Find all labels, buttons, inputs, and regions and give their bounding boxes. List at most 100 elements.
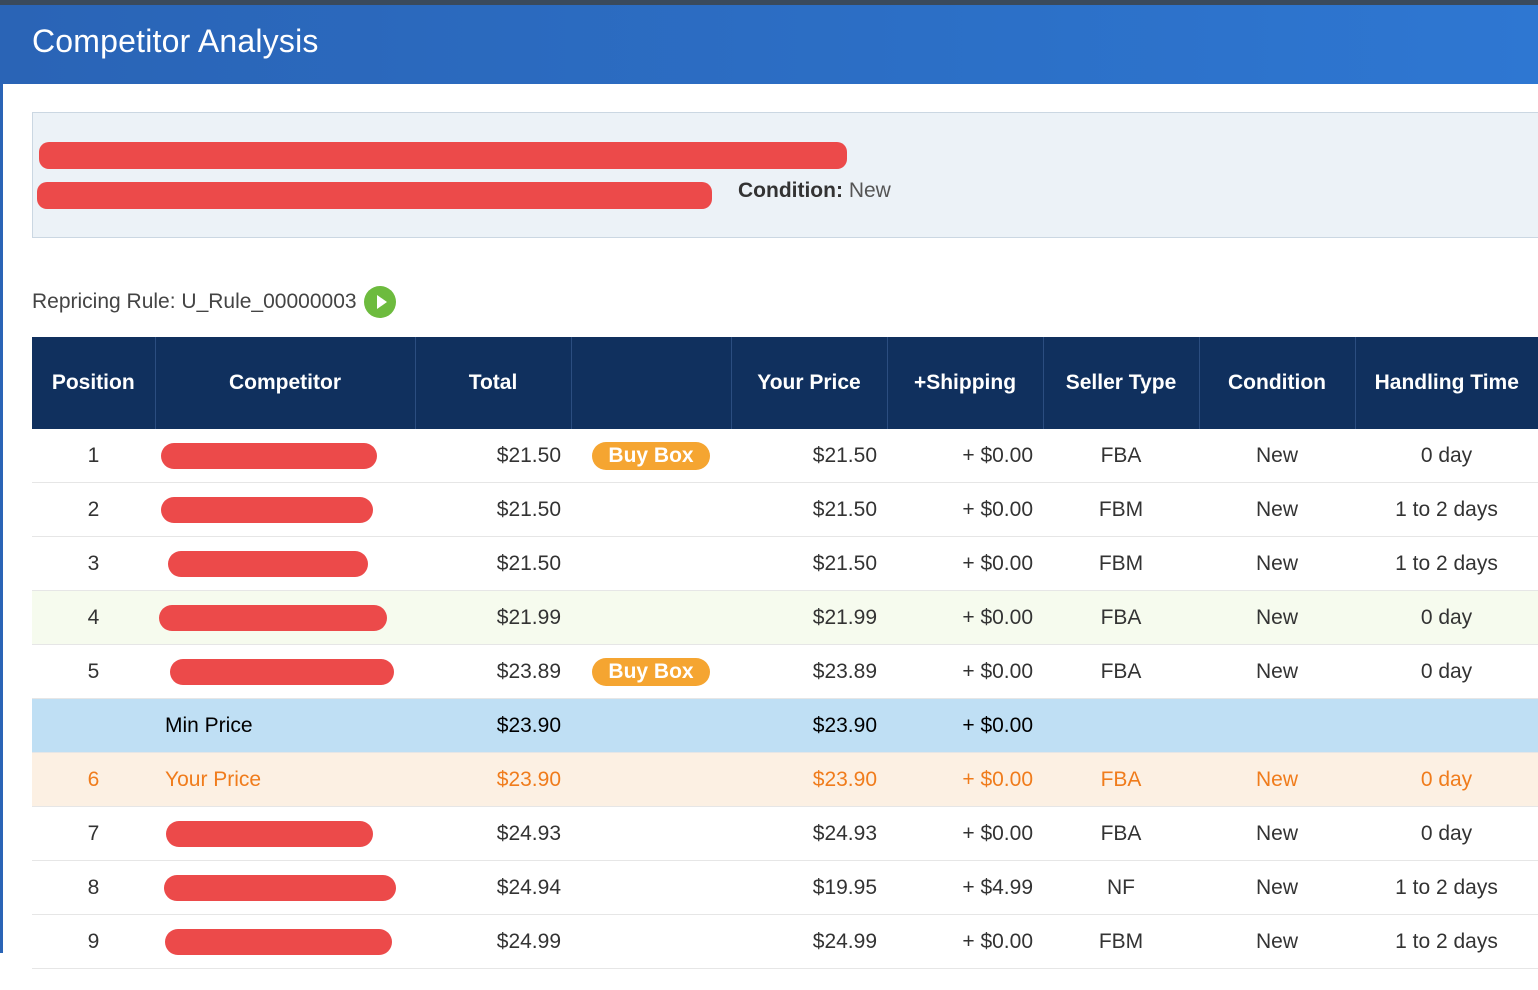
condition-cell: New (1199, 752, 1355, 807)
position-cell: 8 (32, 860, 155, 915)
handling-time-text: 1 to 2 days (1395, 929, 1498, 953)
total-cell: $23.89 (415, 644, 571, 699)
redacted-product-title (39, 142, 847, 169)
handling-time-cell: 0 day (1355, 590, 1538, 645)
table-row: 7 $24.93 $24.93 + $0.00 FBA New 0 day (32, 806, 1538, 861)
shipping-cell: + $0.00 (887, 698, 1043, 753)
your-price-cell: $24.99 (731, 914, 887, 969)
col-condition[interactable]: Condition (1199, 337, 1356, 429)
position-text: 5 (87, 659, 100, 683)
your-price-cell: $21.99 (731, 590, 887, 645)
redacted-competitor-name (166, 820, 373, 847)
badge-cell (571, 806, 731, 861)
handling-time-cell (1355, 698, 1538, 753)
dialog-title: Competitor Analysis (32, 23, 319, 59)
handling-time-cell: 0 day (1355, 644, 1538, 699)
col-your-price[interactable]: Your Price (731, 337, 888, 429)
competitor-text: Your Price (165, 767, 262, 791)
left-border (0, 5, 3, 953)
shipping-text: + $0.00 (962, 659, 1033, 683)
table-row: 2 $21.50 $21.50 + $0.00 FBM New 1 to 2 days (32, 482, 1538, 537)
position-cell: 5 (32, 644, 155, 699)
seller-type-text: FBA (1100, 443, 1142, 467)
total-cell: $24.94 (415, 860, 571, 915)
position-text: 9 (87, 929, 100, 953)
competitor-cell: Your Price (155, 752, 415, 807)
condition-cell: New (1199, 429, 1355, 483)
position-cell: 2 (32, 482, 155, 537)
handling-time-text: 0 day (1420, 767, 1473, 791)
condition-text: New (1255, 443, 1298, 467)
col-total[interactable]: Total (415, 337, 572, 429)
condition-text: New (1255, 605, 1298, 629)
badge-cell (571, 860, 731, 915)
total-text: $24.94 (496, 875, 561, 899)
competitor-cell: Min Price (155, 698, 415, 753)
seller-type-text: FBM (1098, 551, 1144, 575)
shipping-cell: + $0.00 (887, 536, 1043, 591)
seller-type-cell: FBA (1043, 590, 1199, 645)
position-text: 8 (87, 875, 100, 899)
condition-text: New (1255, 875, 1298, 899)
col-seller-type[interactable]: Seller Type (1043, 337, 1200, 429)
handling-time-text: 0 day (1420, 443, 1473, 467)
handling-time-text: 1 to 2 days (1395, 551, 1498, 575)
badge-cell (571, 914, 731, 969)
buy-box-badge: Buy Box (592, 441, 710, 470)
total-cell: $24.99 (415, 914, 571, 969)
your-price-cell: $24.93 (731, 806, 887, 861)
badge-cell: Buy Box (571, 429, 731, 483)
table-row: 8 $24.94 $19.95 + $4.99 NF New 1 to 2 days (32, 860, 1538, 915)
your-price-text: $23.89 (812, 659, 877, 683)
your-price-text: $24.99 (812, 929, 877, 953)
position-text: 1 (87, 443, 100, 467)
your-price-row: 6 Your Price $23.90 $23.90 + $0.00 FBA New 0 da… (32, 752, 1538, 807)
handling-time-text: 1 to 2 days (1395, 497, 1498, 521)
condition-text: New (1255, 659, 1298, 683)
shipping-text: + $0.00 (962, 551, 1033, 575)
your-price-text: $19.95 (812, 875, 877, 899)
handling-time-cell: 1 to 2 days (1355, 536, 1538, 591)
total-text: $21.50 (496, 551, 561, 575)
total-cell: $21.50 (415, 429, 571, 483)
your-price-text: $21.50 (812, 551, 877, 575)
product-condition: Condition: New (738, 179, 891, 203)
handling-time-cell: 0 day (1355, 806, 1538, 861)
play-circle-icon[interactable] (363, 286, 396, 318)
seller-type-cell: FBA (1043, 429, 1199, 483)
redacted-competitor-name (164, 874, 396, 901)
condition-label: Condition: (738, 179, 843, 202)
seller-type-text: FBM (1098, 497, 1144, 521)
handling-time-cell: 1 to 2 days (1355, 482, 1538, 537)
total-text: $21.50 (496, 497, 561, 521)
seller-type-cell: FBA (1043, 752, 1199, 807)
seller-type-cell: FBM (1043, 914, 1199, 969)
your-price-text: $24.93 (812, 821, 877, 845)
min-price-row: Min Price $23.90 $23.90 + $0.00 (32, 698, 1538, 753)
shipping-text: + $0.00 (962, 821, 1033, 845)
seller-type-cell: NF (1043, 860, 1199, 915)
handling-time-cell: 1 to 2 days (1355, 860, 1538, 915)
badge-cell: Buy Box (571, 644, 731, 699)
seller-type-cell (1043, 698, 1199, 753)
col-position[interactable]: Position (32, 337, 156, 429)
handling-time-cell: 0 day (1355, 752, 1538, 807)
competitor-cell (155, 860, 415, 915)
handling-time-text: 0 day (1420, 605, 1473, 629)
shipping-cell: + $0.00 (887, 590, 1043, 645)
seller-type-text: NF (1107, 875, 1135, 899)
seller-type-text: FBA (1100, 659, 1142, 683)
col-competitor[interactable]: Competitor (155, 337, 416, 429)
handling-time-cell: 0 day (1355, 429, 1538, 483)
condition-text: New (1255, 497, 1298, 521)
your-price-cell: $23.89 (731, 644, 887, 699)
table-row: 1 $21.50 Buy Box $21.50 + $0.00 FBA New 0 day (32, 429, 1538, 483)
position-cell: 7 (32, 806, 155, 861)
competitor-cell (155, 482, 415, 537)
col-handling-time[interactable]: Handling Time (1355, 337, 1538, 429)
competitor-table: Position Competitor Total Your Price +Sh… (32, 337, 1538, 969)
shipping-text: + $0.00 (962, 713, 1033, 737)
seller-type-cell: FBA (1043, 806, 1199, 861)
col-shipping[interactable]: +Shipping (887, 337, 1044, 429)
shipping-text: + $0.00 (962, 929, 1033, 953)
